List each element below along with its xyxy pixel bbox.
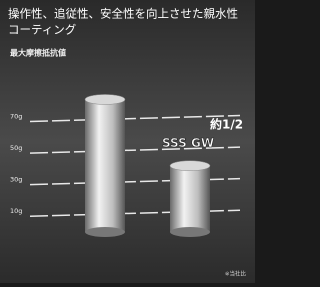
footnote: ※当社比: [225, 270, 247, 278]
bar: [85, 99, 125, 232]
bar-top: [85, 94, 125, 104]
annotation: 約1/2: [210, 117, 243, 132]
chart-title: コーティング: [8, 23, 77, 37]
y-tick-label: 30g: [10, 176, 22, 184]
chart: 操作性、追従性、安全性を向上させた親水性 コーティング 最大摩擦抵抗値 約1/2…: [0, 0, 255, 283]
bar-base: [170, 227, 210, 237]
bar-top: [170, 161, 210, 171]
y-tick-label: 70g: [10, 113, 22, 121]
background: [0, 0, 255, 283]
bar: [170, 166, 210, 232]
x-tick-label: SSS GW: [162, 136, 214, 150]
y-tick-label: 50g: [10, 144, 22, 152]
y-tick-label: 10g: [10, 207, 22, 215]
chart-title: 操作性、追従性、安全性を向上させた親水性: [8, 7, 238, 21]
chart-subtitle: 最大摩擦抵抗値: [10, 48, 66, 58]
bar-base: [85, 227, 125, 237]
